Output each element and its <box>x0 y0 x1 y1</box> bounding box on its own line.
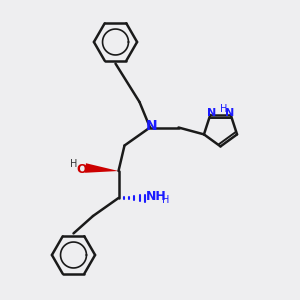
Text: N: N <box>225 107 234 118</box>
Text: N: N <box>207 108 216 118</box>
Text: O: O <box>76 163 87 176</box>
Text: N: N <box>146 119 157 133</box>
Text: H: H <box>162 195 169 206</box>
Text: NH: NH <box>146 190 167 203</box>
Text: H: H <box>70 159 78 170</box>
Polygon shape <box>85 163 118 173</box>
Text: H: H <box>220 104 227 114</box>
